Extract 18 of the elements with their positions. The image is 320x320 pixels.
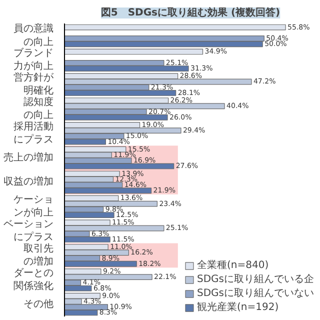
y-tick-label: 認知度の向上 xyxy=(24,96,54,122)
y-tick-label: 売上の増加 xyxy=(4,151,54,164)
y-tick-label: その他 xyxy=(24,298,54,310)
legend-label: 観光産業(n=192) xyxy=(196,300,279,314)
y-tick-label: ベーションにプラス xyxy=(4,218,54,244)
y-tick-label: ブランド力が向上 xyxy=(14,47,54,72)
y-tick-label: 取引先の増加 xyxy=(24,242,54,268)
legend-label: 全業種(n=840) xyxy=(196,258,269,272)
y-tick-label: ダーとの関係強化 xyxy=(14,266,54,292)
chart-title: 図5 SDGsに取り組む効果 (複数回答) xyxy=(100,6,280,18)
bar xyxy=(64,24,286,30)
y-tick-label: 営方針が明確化 xyxy=(14,71,54,97)
y-tick-label: 収益の増加 xyxy=(4,176,54,188)
y-tick-label: 員の意識の向上 xyxy=(14,22,54,48)
legend-label: SDGsに取り組んでいない xyxy=(196,287,314,300)
legend-label: SDGsに取り組んでいる企 xyxy=(196,273,314,286)
y-tick-label: 採用活動にプラス xyxy=(14,120,54,146)
y-tick-label: ケーションが向上 xyxy=(14,194,54,219)
